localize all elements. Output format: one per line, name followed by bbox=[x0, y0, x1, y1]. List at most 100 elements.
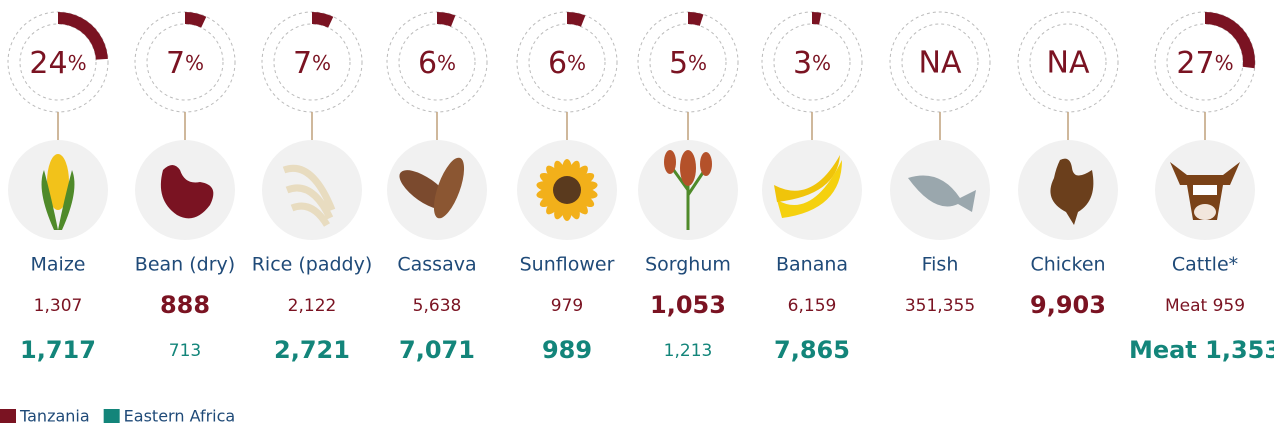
share-label: 27% bbox=[1176, 46, 1233, 81]
item: NA Chicken 9,903 bbox=[1017, 11, 1119, 319]
icon-shape bbox=[160, 165, 214, 219]
legend-swatch bbox=[0, 409, 16, 423]
ring-outline bbox=[528, 23, 606, 101]
icon-shape bbox=[553, 176, 581, 204]
item-name: Maize bbox=[31, 254, 86, 276]
icon-shape bbox=[777, 160, 842, 218]
item: 6% Cassava 5,638 7,071 bbox=[386, 11, 488, 364]
icon-shape bbox=[908, 175, 976, 212]
icon-shape bbox=[47, 154, 69, 210]
share-arc bbox=[312, 12, 334, 28]
share-value: 5 bbox=[669, 46, 688, 81]
share-value: 24 bbox=[29, 46, 67, 81]
value-tanzania: 9,903 bbox=[1030, 291, 1106, 319]
share-unit: % bbox=[312, 51, 331, 75]
share-value: 6 bbox=[418, 46, 437, 81]
item: 24% Maize 1,307 1,717 bbox=[7, 11, 109, 364]
icon-shape bbox=[1050, 158, 1094, 225]
ring-outline bbox=[19, 23, 97, 101]
share-arc bbox=[812, 12, 822, 25]
item: 7% Bean (dry) 888 713 bbox=[134, 11, 236, 361]
share-arc bbox=[567, 12, 586, 27]
share-arc bbox=[185, 12, 207, 28]
legend-label: Tanzania bbox=[19, 407, 90, 426]
ring-outline bbox=[1029, 23, 1107, 101]
legend-swatch bbox=[103, 409, 120, 423]
ring-outline bbox=[273, 23, 351, 101]
ring-outline bbox=[146, 23, 224, 101]
item-name: Rice (paddy) bbox=[252, 254, 373, 276]
ring-outline bbox=[649, 23, 727, 101]
value-eastern-africa: 1,213 bbox=[664, 341, 713, 361]
share-value: 7 bbox=[166, 46, 185, 81]
item-name: Sorghum bbox=[645, 254, 731, 276]
icon bbox=[41, 154, 75, 230]
item: 3% Banana 6,159 7,865 bbox=[761, 11, 863, 364]
value-tanzania: 5,638 bbox=[413, 296, 462, 316]
share-arc bbox=[58, 12, 108, 60]
item-name: Bean (dry) bbox=[135, 254, 235, 276]
item: NA Fish 351,355 bbox=[889, 11, 991, 316]
share-label: NA bbox=[919, 46, 962, 81]
value-eastern-africa: 989 bbox=[542, 336, 592, 364]
share-label: 7% bbox=[293, 46, 331, 81]
item: 6% Sunflower 979 989 bbox=[516, 11, 618, 364]
item-name: Banana bbox=[776, 254, 848, 276]
share-arc bbox=[1205, 12, 1255, 69]
share-label: 24% bbox=[29, 46, 86, 81]
value-tanzania: 979 bbox=[551, 296, 583, 316]
share-label: 6% bbox=[418, 46, 456, 81]
value-tanzania: 351,355 bbox=[905, 296, 975, 316]
ring-outline bbox=[901, 23, 979, 101]
share-unit: % bbox=[812, 51, 831, 75]
share-arc bbox=[688, 11, 704, 26]
icon-shape bbox=[41, 170, 75, 230]
share-label: 3% bbox=[793, 46, 831, 81]
icon-shape bbox=[664, 150, 676, 174]
item-name: Fish bbox=[922, 254, 959, 276]
share-unit: % bbox=[68, 51, 87, 75]
value-eastern-africa: 2,721 bbox=[274, 336, 350, 364]
item: 27% Cattle* Meat 959 Meat 1,353 bbox=[1129, 11, 1274, 364]
item-name: Chicken bbox=[1030, 254, 1105, 276]
icon bbox=[536, 159, 598, 221]
icon bbox=[774, 155, 842, 218]
icon-shape bbox=[680, 150, 696, 186]
value-tanzania: 1,307 bbox=[34, 296, 83, 316]
icon-shape bbox=[1193, 185, 1217, 195]
share-label: 6% bbox=[548, 46, 586, 81]
icon bbox=[1170, 162, 1240, 220]
item: 7% Rice (paddy) 2,122 2,721 bbox=[252, 11, 373, 364]
share-value: 3 bbox=[793, 46, 812, 81]
legend-label: Eastern Africa bbox=[124, 407, 236, 426]
item-name: Cassava bbox=[397, 254, 476, 276]
ring-outline bbox=[773, 23, 851, 101]
icon-shape bbox=[774, 155, 840, 202]
item-name: Cattle* bbox=[1172, 254, 1238, 276]
icon-shape bbox=[282, 165, 336, 227]
value-eastern-africa: 713 bbox=[169, 341, 201, 361]
share-unit: % bbox=[688, 51, 707, 75]
value-tanzania: 2,122 bbox=[288, 296, 337, 316]
icon bbox=[1050, 158, 1094, 225]
icon bbox=[160, 165, 214, 219]
value-eastern-africa: 1,717 bbox=[20, 336, 96, 364]
value-tanzania: 888 bbox=[160, 291, 210, 319]
share-value: 27 bbox=[1176, 46, 1214, 81]
share-label: 7% bbox=[166, 46, 204, 81]
icon bbox=[399, 157, 465, 219]
icon bbox=[282, 165, 336, 227]
share-arc bbox=[437, 12, 456, 27]
value-eastern-africa: Meat 1,353 bbox=[1129, 336, 1274, 364]
icon bbox=[908, 175, 976, 212]
share-unit: % bbox=[567, 51, 586, 75]
share-label: 5% bbox=[669, 46, 707, 81]
item: 5% Sorghum 1,053 1,213 bbox=[637, 11, 739, 361]
icon-shape bbox=[554, 160, 567, 182]
share-unit: % bbox=[437, 51, 456, 75]
value-eastern-africa: 7,071 bbox=[399, 336, 475, 364]
value-tanzania: 1,053 bbox=[650, 291, 726, 319]
share-unit: % bbox=[1215, 51, 1234, 75]
share-label: NA bbox=[1047, 46, 1090, 81]
